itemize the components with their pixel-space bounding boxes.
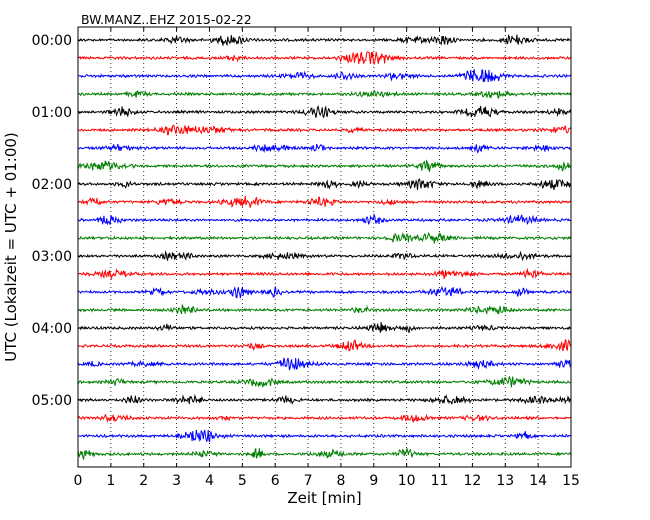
trace-5: [77, 124, 572, 136]
trace-18: [77, 357, 572, 371]
x-tick-label: 1: [106, 473, 115, 489]
x-tick-label: 7: [304, 473, 313, 489]
x-tick-label: 4: [205, 473, 214, 489]
x-tick-label: 10: [398, 473, 416, 489]
x-tick-label: 5: [238, 473, 247, 489]
x-tick-label: 12: [463, 473, 481, 489]
trace-23: [77, 448, 572, 461]
x-tick-label: 15: [562, 473, 580, 489]
trace-7: [77, 159, 572, 173]
y-tick-label: 02:00: [32, 177, 72, 193]
trace-22: [77, 429, 572, 443]
x-axis-label: Zeit [min]: [287, 489, 361, 507]
y-tick-label: 05:00: [32, 393, 72, 409]
seismic-traces: [77, 34, 572, 461]
x-tick-label: 2: [139, 473, 148, 489]
y-axis: 00:00 01:00 02:00 03:00 04:00 05:00: [32, 33, 571, 409]
x-tick-label: 14: [529, 473, 547, 489]
y-tick-label: 00:00: [32, 33, 72, 49]
x-tick-label: 9: [369, 473, 378, 489]
trace-3: [77, 89, 572, 99]
trace-20: [77, 393, 572, 405]
x-tick-label: 11: [431, 473, 449, 489]
trace-15: [77, 304, 572, 315]
trace-6: [77, 143, 572, 154]
y-tick-label: 04:00: [32, 321, 72, 337]
trace-9: [77, 195, 572, 208]
x-tick-label: 13: [496, 473, 514, 489]
x-tick-label: 6: [271, 473, 280, 489]
x-axis: 0 1 2 3 4 5 6 7 8 9 10 11 12 13 14 15: [74, 27, 580, 489]
x-tick-label: 3: [172, 473, 181, 489]
trace-17: [77, 339, 571, 352]
trace-11: [77, 231, 572, 244]
x-tick-label: 8: [336, 473, 345, 489]
trace-19: [77, 376, 571, 388]
trace-13: [77, 267, 572, 280]
y-tick-label: 01:00: [32, 105, 72, 121]
chart-title: BW.MANZ..EHZ 2015-02-22: [81, 12, 252, 27]
y-axis-label: UTC (Lokalzeit = UTC + 01:00): [2, 132, 20, 362]
trace-0: [77, 34, 571, 46]
trace-1: [77, 51, 572, 66]
plot-frame: [77, 26, 572, 468]
y-tick-label: 03:00: [32, 249, 72, 265]
trace-21: [77, 413, 572, 423]
grid-lines: [110, 27, 539, 467]
trace-8: [77, 178, 572, 191]
trace-14: [77, 285, 572, 299]
trace-12: [77, 250, 572, 262]
trace-16: [77, 321, 572, 334]
trace-4: [77, 104, 572, 119]
x-tick-label: 0: [74, 473, 83, 489]
trace-2: [77, 68, 572, 83]
trace-10: [77, 212, 572, 226]
